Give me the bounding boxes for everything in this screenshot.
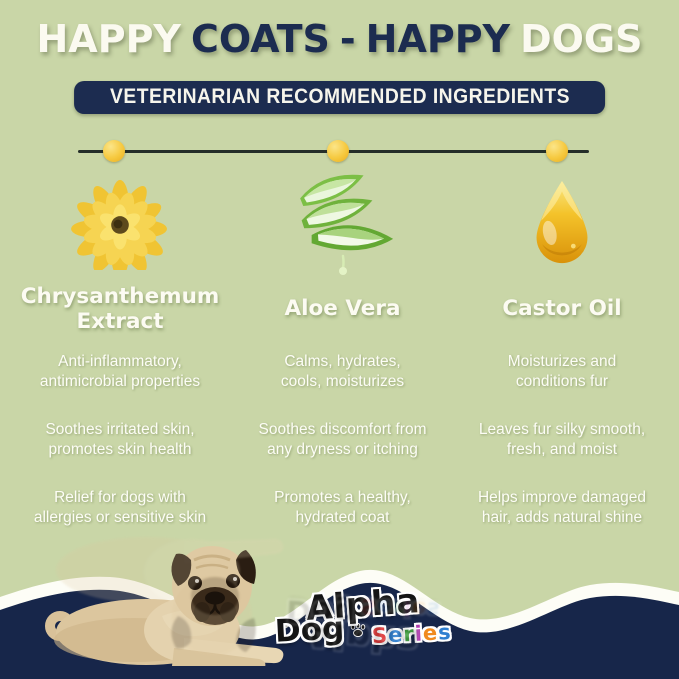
ingredient-column-aloe-vera: Aloe Vera Calms, hydrates, cools, moistu… bbox=[240, 150, 445, 542]
benefit-item: Promotes a healthy, hydrated coat bbox=[274, 488, 411, 526]
timeline-dot-1 bbox=[103, 140, 125, 162]
ingredient-name-aloe-vera: Aloe Vera bbox=[284, 296, 401, 322]
benefit-item: Soothes discomfort from any dryness or i… bbox=[258, 420, 427, 458]
title-word-happy-1: HAPPY bbox=[36, 17, 181, 61]
benefit-item: Relief for dogs with allergies or sensit… bbox=[33, 488, 207, 526]
ingredient-column-castor-oil: Castor Oil Moisturizes and conditions fu… bbox=[445, 150, 679, 542]
title-dash: - bbox=[339, 17, 356, 61]
brand-logo: Alpha Dog Series bbox=[268, 581, 458, 650]
brand-logo-reflection: Alpha Dog Series bbox=[284, 592, 442, 661]
title-word-happy-2: HAPPY bbox=[365, 17, 511, 61]
ingredient-name-chrysanthemum: Chrysanthemum Extract bbox=[20, 283, 220, 334]
page-title: HAPPY COATS - HAPPY DOGS bbox=[0, 20, 679, 58]
oil-drop-icon bbox=[529, 150, 595, 280]
ingredient-column-chrysanthemum: Chrysanthemum Extract Anti-inflammatory,… bbox=[0, 150, 240, 542]
title-word-dogs: DOGS bbox=[520, 17, 643, 61]
ingredient-name-castor-oil: Castor Oil bbox=[502, 296, 622, 322]
benefit-item: Calms, hydrates, cools, moisturizes bbox=[280, 352, 405, 390]
veterinarian-badge: VETERINARIAN RECOMMENDED INGREDIENTS bbox=[73, 81, 606, 114]
title-word-coats: COATS bbox=[190, 17, 330, 61]
ingredient-columns: Chrysanthemum Extract Anti-inflammatory,… bbox=[0, 150, 679, 542]
chrysanthemum-flower-icon bbox=[71, 150, 169, 280]
paw-icon bbox=[350, 622, 366, 643]
benefit-item: Moisturizes and conditions fur bbox=[507, 352, 617, 390]
aloe-vera-icon bbox=[291, 150, 395, 280]
benefit-item: Anti-inflammatory, antimicrobial propert… bbox=[39, 352, 201, 390]
pug-dog-image bbox=[34, 538, 302, 673]
veterinarian-badge-label: VETERINARIAN RECOMMENDED INGREDIENTS bbox=[109, 85, 570, 108]
benefit-item: Helps improve damaged hair, adds natural… bbox=[477, 488, 646, 526]
benefit-item: Leaves fur silky smooth, fresh, and mois… bbox=[478, 420, 646, 458]
benefit-item: Soothes irritated skin, promotes skin he… bbox=[45, 420, 195, 458]
timeline-dot-2 bbox=[327, 140, 349, 162]
pug-reflection bbox=[34, 536, 302, 664]
timeline-dot-3 bbox=[546, 140, 568, 162]
